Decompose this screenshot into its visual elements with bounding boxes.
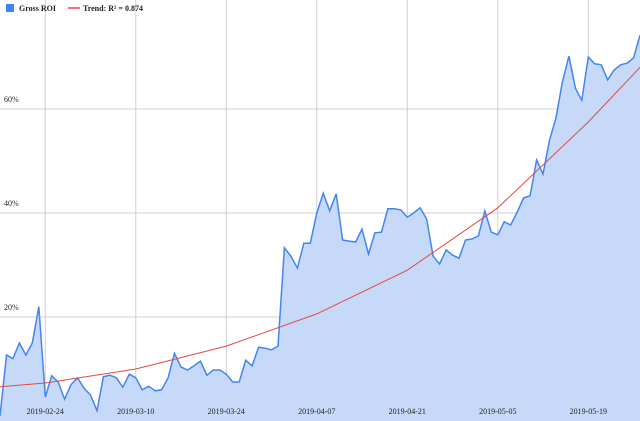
legend-swatch (6, 4, 14, 12)
trend-line (0, 67, 640, 388)
y-tick-label: 20% (4, 303, 19, 312)
y-tick-label: 40% (4, 199, 19, 208)
legend-label: Gross ROI (19, 4, 56, 13)
x-tick-label: 2019-04-21 (389, 407, 426, 416)
x-tick-label: 2019-02-24 (27, 407, 64, 416)
area-fill (0, 35, 640, 421)
x-tick-label: 2019-03-10 (117, 407, 154, 416)
legend: Gross ROI Trend: R² = 0.874 (6, 4, 143, 13)
x-tick-label: 2019-04-07 (298, 407, 335, 416)
area-line (0, 34, 640, 416)
legend-label: Trend: R² = 0.874 (83, 4, 143, 13)
x-tick-label: 2019-03-24 (208, 407, 245, 416)
labels: 20% 40% 60% 2019-02-24 2019-03-10 2019-03-24 2… (4, 95, 607, 416)
x-tick-label: 2019-05-19 (570, 407, 607, 416)
marks (0, 34, 640, 421)
y-tick-label: 60% (4, 95, 19, 104)
x-tick-label: 2019-05-05 (479, 407, 516, 416)
